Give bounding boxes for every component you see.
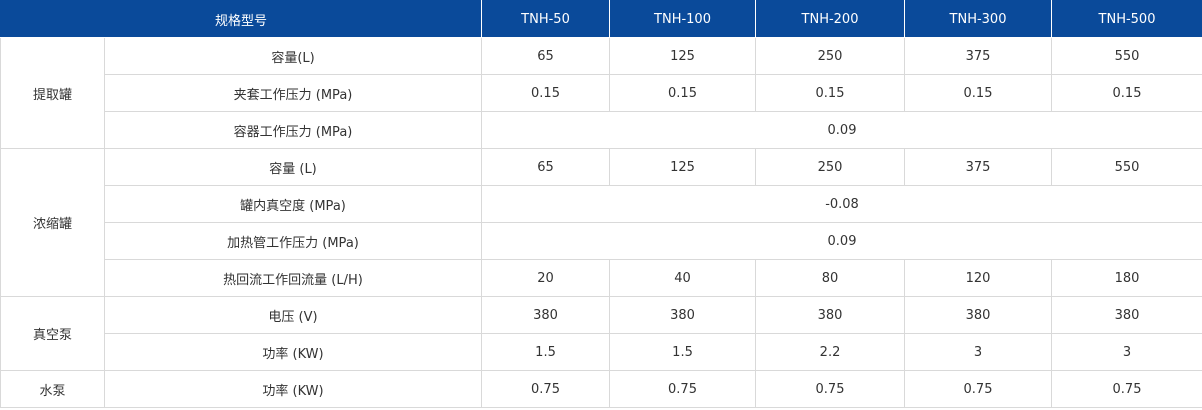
table-cell: 550 bbox=[1051, 37, 1202, 75]
group-extraction-tank: 提取罐 bbox=[0, 37, 105, 149]
table-cell: 380 bbox=[609, 296, 757, 334]
table-row: 提取罐 容量(L) 65 125 250 375 550 bbox=[0, 37, 1202, 149]
table-row: 浓缩罐 容量 (L) 65 125 250 375 550 bbox=[0, 148, 1202, 297]
header-row: 规格型号 TNH-50 TNH-100 TNH-200 TNH-300 TNH-… bbox=[0, 0, 1202, 38]
table-cell: 65 bbox=[481, 37, 611, 75]
table-cell: 20 bbox=[481, 259, 611, 297]
row-label: 罐内真空度 (MPa) bbox=[103, 185, 483, 223]
merged-cell: 0.09 bbox=[481, 222, 1202, 260]
table-cell: 80 bbox=[755, 259, 906, 297]
table-cell: 250 bbox=[755, 37, 906, 75]
row-label: 功率 (KW) bbox=[103, 333, 483, 371]
table-cell: 380 bbox=[755, 296, 906, 334]
row-label: 夹套工作压力 (MPa) bbox=[103, 74, 483, 112]
table-cell: 0.15 bbox=[609, 74, 757, 112]
table-cell: 380 bbox=[1051, 296, 1202, 334]
row-label: 容器工作压力 (MPa) bbox=[103, 111, 483, 149]
table-cell: 0.15 bbox=[755, 74, 906, 112]
table-row: 真空泵 电压 (V) 380 380 380 380 380 bbox=[0, 296, 1202, 371]
row-label: 容量 (L) bbox=[103, 148, 483, 186]
table-cell: 0.75 bbox=[904, 370, 1053, 408]
header-spec-label: 规格型号 bbox=[0, 0, 483, 38]
group-vacuum-pump: 真空泵 bbox=[0, 296, 105, 371]
merged-cell: -0.08 bbox=[481, 185, 1202, 223]
table-cell: 0.75 bbox=[755, 370, 906, 408]
table-cell: 380 bbox=[904, 296, 1053, 334]
table-cell: 1.5 bbox=[609, 333, 757, 371]
table-cell: 550 bbox=[1051, 148, 1202, 186]
table-cell: 120 bbox=[904, 259, 1053, 297]
header-model-5: TNH-500 bbox=[1051, 0, 1202, 38]
header-model-4: TNH-300 bbox=[904, 0, 1053, 38]
table-cell: 250 bbox=[755, 148, 906, 186]
table-cell: 0.75 bbox=[1051, 370, 1202, 408]
table-cell: 65 bbox=[481, 148, 611, 186]
row-label: 热回流工作回流量 (L/H) bbox=[103, 259, 483, 297]
table-cell: 0.15 bbox=[904, 74, 1053, 112]
table-cell: 3 bbox=[1051, 333, 1202, 371]
row-label: 加热管工作压力 (MPa) bbox=[103, 222, 483, 260]
table-cell: 125 bbox=[609, 37, 757, 75]
table-cell: 0.15 bbox=[481, 74, 611, 112]
table-row: 夹套工作压力 (MPa) 0.15 0.15 0.15 0.15 0.15 bbox=[1, 74, 1202, 112]
table-cell: 3 bbox=[904, 333, 1053, 371]
header-model-1: TNH-50 bbox=[481, 0, 611, 38]
row-label: 功率 (KW) bbox=[103, 370, 483, 408]
row-label: 电压 (V) bbox=[103, 296, 483, 334]
table-cell: 180 bbox=[1051, 259, 1202, 297]
group-water-pump: 水泵 bbox=[0, 370, 105, 408]
header-model-2: TNH-100 bbox=[609, 0, 757, 38]
table-cell: 1.5 bbox=[481, 333, 611, 371]
table-cell: 380 bbox=[481, 296, 611, 334]
table-row: 罐内真空度 (MPa) -0.08 bbox=[1, 185, 1202, 223]
table-cell: 2.2 bbox=[755, 333, 906, 371]
table-row: 功率 (KW) 1.5 1.5 2.2 3 3 bbox=[1, 333, 1202, 371]
table-cell: 375 bbox=[904, 148, 1053, 186]
table-cell: 0.75 bbox=[481, 370, 611, 408]
table-cell: 375 bbox=[904, 37, 1053, 75]
table-row: 水泵 功率 (KW) 0.75 0.75 0.75 0.75 0.75 bbox=[0, 370, 1202, 408]
table-cell: 0.15 bbox=[1051, 74, 1202, 112]
header-model-3: TNH-200 bbox=[755, 0, 906, 38]
table-row: 加热管工作压力 (MPa) 0.09 bbox=[1, 222, 1202, 260]
table-cell: 40 bbox=[609, 259, 757, 297]
table-cell: 125 bbox=[609, 148, 757, 186]
table-cell: 0.75 bbox=[609, 370, 757, 408]
table-row: 容器工作压力 (MPa) 0.09 bbox=[1, 111, 1202, 149]
row-label: 容量(L) bbox=[103, 37, 483, 75]
group-concentration-tank: 浓缩罐 bbox=[0, 148, 105, 297]
merged-cell: 0.09 bbox=[481, 111, 1202, 149]
table-row: 热回流工作回流量 (L/H) 20 40 80 120 180 bbox=[1, 259, 1202, 297]
